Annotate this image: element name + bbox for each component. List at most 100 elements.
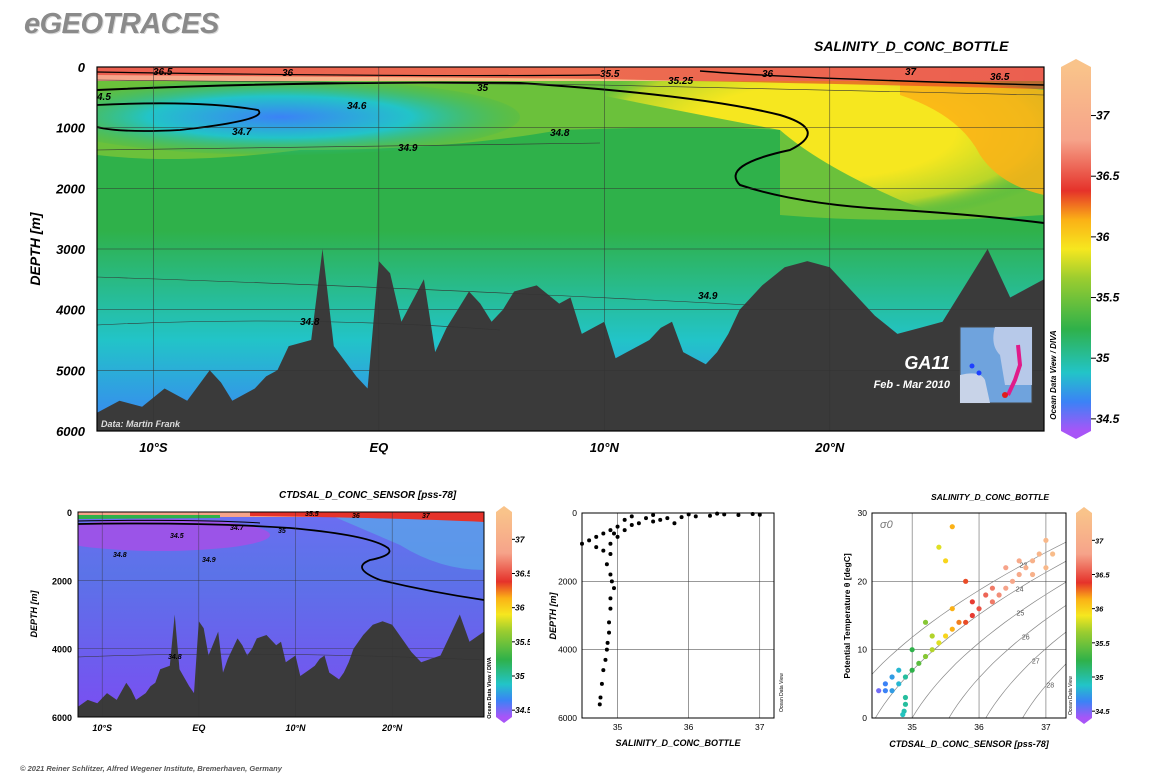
- data-point: [601, 531, 606, 536]
- data-point: [658, 517, 663, 522]
- y-tick-label: 3000: [56, 242, 86, 257]
- y-tick-label: 0: [78, 60, 86, 75]
- data-point: [651, 519, 656, 524]
- x-tick-label: 10°S: [92, 723, 112, 733]
- x-tick-label: 10°N: [590, 440, 620, 455]
- data-point: [594, 534, 599, 539]
- ts-diagram-chart: 23 24 25 26 27 28 σ0 0 10 20 30 35 36 37 CTDSAL_D_C…: [842, 507, 1110, 749]
- colorbar-label: 34.5: [1095, 707, 1110, 716]
- data-point: [896, 681, 902, 687]
- colorbar-label: 36: [1096, 230, 1110, 244]
- contour-label: 35: [278, 528, 286, 535]
- data-point: [594, 545, 599, 550]
- data-point: [1003, 565, 1009, 571]
- y-tick-label: 4000: [55, 303, 86, 318]
- y-tick-label: 4000: [52, 645, 72, 655]
- y-tick-label: 30: [858, 508, 868, 518]
- contour-label: 35: [477, 83, 489, 94]
- colorbar-label: 36: [515, 603, 525, 613]
- contour-label: 34.7: [232, 127, 252, 138]
- colorbar-label: 37: [515, 534, 526, 544]
- contour-label: 34.8: [550, 128, 570, 139]
- data-point: [929, 633, 935, 639]
- colorbar-label: 36.5: [515, 569, 530, 579]
- data-point: [651, 513, 656, 518]
- data-point: [949, 524, 955, 530]
- isopycnal-line: [1022, 663, 1066, 718]
- colorbar-label: 35: [1096, 351, 1110, 365]
- data-point: [942, 633, 949, 639]
- data-point: [608, 552, 613, 556]
- data-point: [608, 541, 613, 546]
- x-tick-label: EQ: [369, 440, 388, 455]
- data-point: [615, 524, 620, 529]
- x-tick-label: 20°N: [381, 723, 403, 733]
- data-point: [598, 695, 603, 700]
- y-tick-label: 6000: [52, 713, 72, 723]
- x-tick-label: 35: [907, 722, 917, 732]
- colorbar-label: 36.5: [1095, 571, 1110, 580]
- y-tick-label: 0: [572, 508, 577, 518]
- contour-label: 34.6: [347, 101, 367, 112]
- data-point: [889, 674, 895, 680]
- data-point: [909, 647, 915, 653]
- isopycnal-label: 27: [1032, 658, 1040, 665]
- data-point: [622, 528, 627, 533]
- data-point: [608, 528, 613, 533]
- ts-y-axis-label: Potential Temperature θ [degC]: [842, 553, 852, 679]
- data-point: [956, 619, 962, 625]
- data-point: [750, 512, 755, 517]
- data-point: [902, 701, 909, 707]
- data-point: [604, 647, 609, 652]
- colorbar-label: 34.5: [515, 705, 530, 715]
- colorbar-label: 36: [1095, 605, 1104, 614]
- isopycnal-label: 28: [1046, 682, 1054, 689]
- profile-ticks: 0 2000 4000 6000 35 36 37: [558, 508, 765, 732]
- sensor-ticks: 0 2000 4000 6000 10°S EQ 10°N 20°N: [52, 508, 403, 733]
- x-tick-label: 36: [684, 722, 694, 732]
- contour-label: 34.8: [113, 552, 127, 559]
- data-point: [963, 578, 969, 584]
- data-point: [976, 606, 982, 612]
- isopycnal-line: [872, 541, 1066, 675]
- sensor-contour-labels: 34.7 35 34.5 34.8 34.9 34.8 35.5 36 37: [113, 511, 431, 661]
- odv-label-ts: Ocean Data View: [1068, 676, 1074, 715]
- colorbar-label: 37: [1095, 536, 1104, 545]
- data-point: [983, 592, 989, 598]
- colorbar-label: 35: [1095, 673, 1104, 682]
- data-point: [876, 688, 882, 694]
- data-point: [989, 599, 996, 605]
- data-point: [736, 513, 741, 518]
- main-bathymetry: [97, 249, 1044, 431]
- sensor-bathymetry: [78, 614, 484, 717]
- data-point: [1029, 558, 1036, 564]
- y-tick-label: 2000: [558, 576, 577, 586]
- contour-label: 36: [762, 69, 774, 80]
- data-point: [969, 599, 975, 605]
- data-point: [1023, 565, 1029, 571]
- colorbar-label: 35.5: [1095, 639, 1110, 648]
- data-point: [889, 688, 895, 694]
- data-point: [922, 619, 929, 625]
- main-contour-labels: 36.5 36 35.5 35.25 36 37 36.5 4.5 34.6 3…: [96, 67, 1010, 328]
- y-tick-label: 5000: [56, 363, 86, 378]
- profile-y-axis-label: DEPTH [m]: [548, 591, 558, 639]
- ts-points: [876, 524, 1056, 718]
- sensor-colorbar: [496, 512, 512, 717]
- contour-label: 34.7: [230, 525, 245, 532]
- y-tick-label: 1000: [56, 121, 86, 136]
- data-point: [679, 515, 684, 520]
- data-point: [1043, 565, 1049, 571]
- data-credit: Data: Martin Frank: [101, 419, 181, 429]
- data-point: [1016, 571, 1022, 578]
- contour-label: 35.25: [668, 76, 693, 87]
- data-point: [612, 586, 616, 591]
- isopycnal-line: [874, 560, 1066, 718]
- x-tick-label: EQ: [192, 723, 205, 733]
- data-point: [601, 668, 606, 673]
- data-point: [996, 592, 1002, 598]
- data-point: [1003, 585, 1009, 591]
- data-point: [757, 512, 762, 517]
- sigma-label: σ0: [880, 519, 894, 531]
- sensor-y-axis-label: DEPTH [m]: [29, 589, 39, 637]
